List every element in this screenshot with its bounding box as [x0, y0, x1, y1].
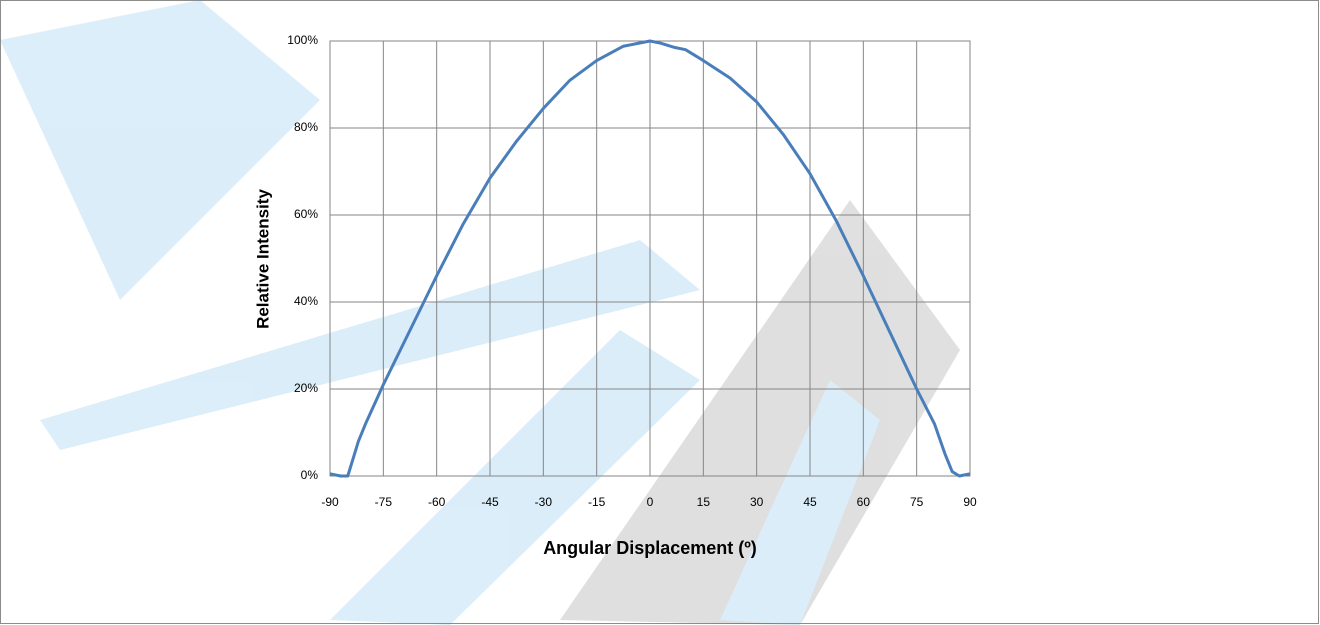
- x-tick-label: -60: [428, 495, 446, 509]
- x-tick-label: 75: [910, 495, 924, 509]
- watermark: [0, 0, 960, 625]
- x-tick-label: -15: [588, 495, 606, 509]
- y-tick-label: 80%: [294, 120, 318, 134]
- y-tick-label: 20%: [294, 381, 318, 395]
- x-tick-label: 60: [857, 495, 871, 509]
- x-tick-label: 90: [963, 495, 977, 509]
- x-tick-label: 0: [647, 495, 654, 509]
- x-tick-label: -75: [375, 495, 393, 509]
- x-tick-label: -90: [321, 495, 339, 509]
- y-tick-label: 100%: [287, 33, 318, 47]
- x-tick-label: 45: [803, 495, 817, 509]
- x-tick-label: 15: [697, 495, 711, 509]
- data-line: [329, 39, 971, 478]
- x-axis-label: Angular Displacement (º): [543, 538, 757, 558]
- y-axis-label: Relative Intensity: [253, 189, 272, 329]
- y-tick-label: 40%: [294, 294, 318, 308]
- y-tick-label: 60%: [294, 207, 318, 221]
- x-tick-label: -30: [535, 495, 553, 509]
- y-tick-label: 0%: [301, 468, 319, 482]
- x-tick-label: -45: [481, 495, 499, 509]
- x-tick-label: 30: [750, 495, 764, 509]
